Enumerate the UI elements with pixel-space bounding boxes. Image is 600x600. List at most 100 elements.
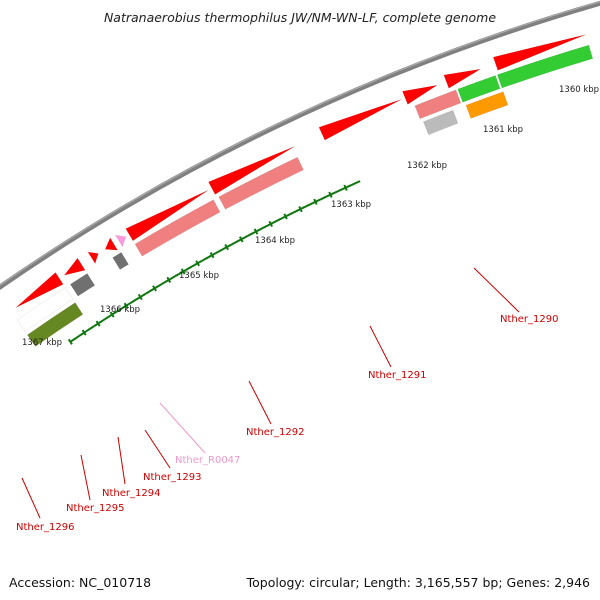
ruler-label: 1365 kbp <box>179 271 219 281</box>
ruler-minor-tick <box>279 217 283 221</box>
ruler-minor-tick <box>174 274 178 278</box>
gene-label[interactable]: Nther_1295 <box>66 503 124 514</box>
ruler-minor-tick <box>91 325 94 329</box>
ruler-major-tick <box>166 276 172 283</box>
gene-nther-1290 <box>423 109 459 136</box>
ruler-major-tick <box>283 213 288 220</box>
ruler-minor-tick <box>285 214 289 218</box>
ruler-minor-tick <box>180 270 184 274</box>
ruler-minor-tick <box>93 323 97 327</box>
ruler-minor-tick <box>130 300 134 304</box>
ruler-minor-tick <box>120 306 124 310</box>
ruler-minor-tick <box>276 218 280 222</box>
ruler-minor-tick <box>184 268 188 272</box>
ruler-minor-tick <box>170 276 174 280</box>
ruler-minor-tick <box>163 281 166 284</box>
ruler-minor-tick <box>311 201 314 205</box>
ruler-minor-tick <box>256 229 259 233</box>
gene-label[interactable]: Nther_1292 <box>246 427 304 438</box>
ruler-minor-tick <box>105 316 108 320</box>
ruler-minor-tick <box>80 333 83 336</box>
ruler-minor-tick <box>114 310 118 314</box>
ruler-minor-tick <box>92 324 96 328</box>
gene-label[interactable]: Nther_1290 <box>500 314 558 325</box>
ruler-minor-tick <box>89 326 93 330</box>
gene-label[interactable]: Nther_R0047 <box>175 455 240 466</box>
gene-nther-1294 <box>86 251 99 265</box>
ruler-minor-tick <box>202 258 205 262</box>
ruler-minor-tick <box>213 252 217 255</box>
gene-label[interactable]: Nther_1294 <box>102 488 160 499</box>
ruler-minor-tick <box>177 272 181 276</box>
ruler-minor-tick <box>223 246 227 250</box>
ruler-minor-tick <box>176 273 179 277</box>
ruler-minor-tick <box>282 215 286 219</box>
backbone <box>0 0 600 291</box>
gene-spacer <box>16 287 74 332</box>
ruler-minor-tick <box>75 335 79 339</box>
ruler-minor-tick <box>323 196 326 199</box>
ruler-label: 1366 kbp <box>100 305 140 315</box>
gene-nther-1296 <box>27 302 84 347</box>
gene-label[interactable]: Nther_1291 <box>368 370 426 381</box>
gene-label[interactable]: Nther_1293 <box>143 472 201 483</box>
ruler-minor-tick <box>267 223 271 227</box>
ruler-minor-tick <box>164 280 168 283</box>
ruler-major-tick <box>195 260 200 267</box>
gene-nther-1286 <box>318 99 402 141</box>
ruler-minor-tick <box>131 299 135 303</box>
gene-nther-1296-upper <box>15 272 64 308</box>
ruler-minor-tick <box>339 188 343 192</box>
ruler-minor-tick <box>333 191 337 194</box>
ruler-minor-tick <box>107 314 111 318</box>
ruler-minor-tick <box>113 311 117 315</box>
ruler-minor-tick <box>81 332 85 335</box>
label-leaders <box>21 267 520 519</box>
genome-summary-text: Topology: circular; Length: 3,165,557 bp… <box>246 575 590 590</box>
ruler-minor-tick <box>74 336 78 340</box>
ruler-minor-tick <box>77 334 81 338</box>
ruler-minor-tick <box>146 291 149 295</box>
ruler-minor-tick <box>197 261 201 264</box>
ruler-minor-tick <box>265 224 268 228</box>
gene-green-feature-2 <box>496 44 594 89</box>
ruler-minor-tick <box>186 267 189 271</box>
ruler-minor-tick <box>95 323 99 326</box>
ruler-minor-tick <box>85 329 89 333</box>
label-layer: 1360 kbp 1361 kbp 1362 kbp 1363 kbp 1364 kbp… <box>16 85 599 533</box>
ruler-major-tick <box>253 228 259 235</box>
ruler-minor-tick <box>222 247 226 251</box>
ruler-minor-tick <box>102 318 106 322</box>
gene-label[interactable]: Nther_1296 <box>16 522 74 533</box>
leader-line <box>473 267 520 313</box>
ruler-minor-tick <box>134 298 138 301</box>
leader-line <box>248 380 272 425</box>
ruler-label: 1367 kbp <box>22 338 62 348</box>
ruler-minor-tick <box>99 320 103 324</box>
ruler-minor-tick <box>335 190 338 194</box>
ruler-minor-tick <box>290 212 293 215</box>
ruler-minor-tick <box>200 259 204 263</box>
ruler-minor-tick <box>73 337 76 341</box>
ruler-minor-tick <box>220 248 224 251</box>
gene-nther-1295 <box>70 273 96 297</box>
ruler-minor-tick <box>190 265 194 268</box>
ruler-major-tick <box>67 338 73 345</box>
leader-line <box>144 429 171 469</box>
ruler-minor-tick <box>248 233 252 237</box>
ruler-minor-tick <box>321 196 325 200</box>
leader-line <box>159 402 206 454</box>
ruler-major-tick <box>239 236 244 243</box>
gene-nther-1289 <box>443 68 481 89</box>
ruler-minor-tick <box>203 257 207 261</box>
ruler-minor-tick <box>305 204 308 208</box>
ruler-minor-tick <box>148 289 152 293</box>
ruler-minor-tick <box>171 275 175 279</box>
ruler-minor-tick <box>189 266 192 269</box>
gene-nther-1293-upper <box>104 237 118 251</box>
ruler-minor-tick <box>141 293 145 297</box>
ruler-minor-tick <box>296 209 299 212</box>
ruler-minor-tick <box>191 264 195 268</box>
